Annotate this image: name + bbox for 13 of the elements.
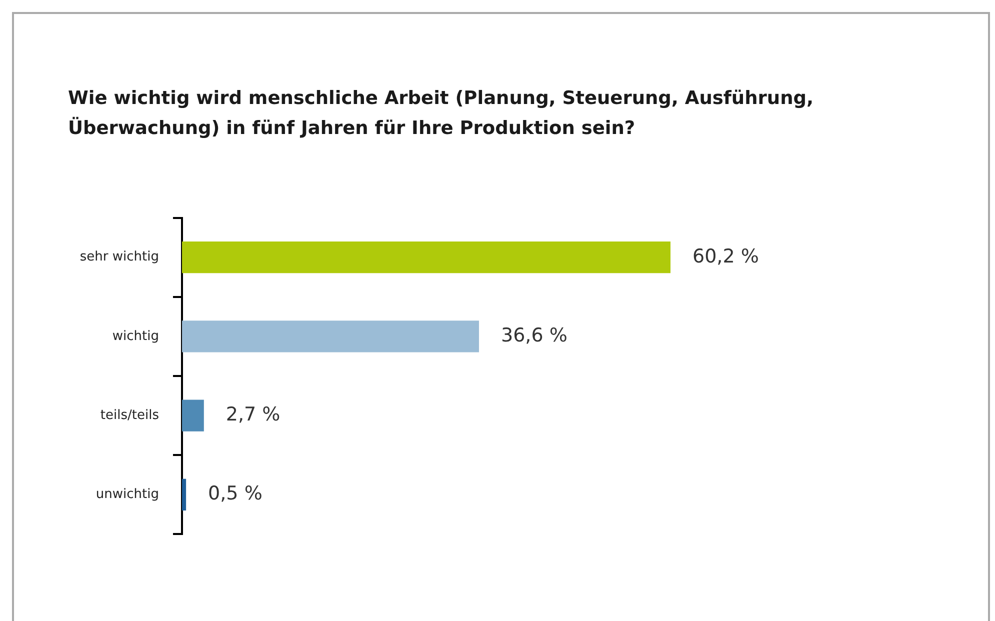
bar xyxy=(182,478,186,510)
bar xyxy=(182,400,204,432)
bar xyxy=(182,242,670,274)
y-tick-label: wichtig xyxy=(112,328,159,344)
data-label: 0,5 % xyxy=(208,482,262,505)
bar xyxy=(182,320,479,352)
data-label: 2,7 % xyxy=(226,403,280,426)
chart-title: Wie wichtig wird menschliche Arbeit (Planung, Steuerung, Ausführung, Überwachung) in fünf Jahren für Ihre Produktion sein? xyxy=(68,87,815,141)
data-label: 36,6 % xyxy=(500,324,568,346)
y-tick-label: unwichtig xyxy=(96,487,159,502)
y-tick-label: teils/teils xyxy=(100,408,160,423)
y-tick-label: sehr wichtig xyxy=(80,250,159,265)
data-label: 60,2 % xyxy=(692,245,759,268)
